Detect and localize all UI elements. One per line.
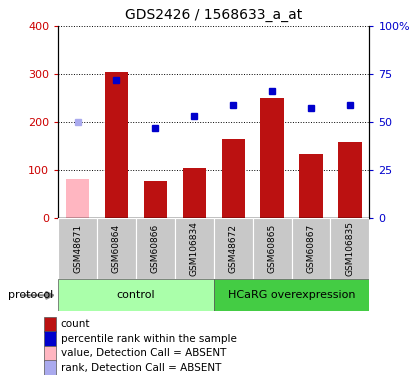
Text: HCaRG overexpression: HCaRG overexpression (228, 290, 355, 300)
Bar (66, 179, 89, 218)
Title: GDS2426 / 1568633_a_at: GDS2426 / 1568633_a_at (125, 9, 303, 22)
Bar (214, 279, 369, 311)
Text: GSM48671: GSM48671 (73, 224, 82, 273)
Text: GSM48672: GSM48672 (229, 224, 238, 273)
Bar (291, 217, 330, 279)
Bar (299, 154, 323, 218)
Text: GSM106834: GSM106834 (190, 221, 199, 276)
Bar (222, 139, 245, 218)
Text: GSM106835: GSM106835 (345, 221, 354, 276)
Text: protocol: protocol (8, 290, 54, 300)
Bar (58, 217, 97, 279)
Bar (214, 217, 253, 279)
Text: GSM60864: GSM60864 (112, 224, 121, 273)
Bar (330, 217, 369, 279)
Text: percentile rank within the sample: percentile rank within the sample (61, 334, 237, 344)
Bar (58, 279, 214, 311)
Text: GSM60867: GSM60867 (307, 224, 315, 273)
Bar (183, 168, 206, 217)
Text: value, Detection Call = ABSENT: value, Detection Call = ABSENT (61, 348, 226, 358)
Text: count: count (61, 319, 90, 329)
Bar (44, 360, 56, 375)
Text: rank, Detection Call = ABSENT: rank, Detection Call = ABSENT (61, 363, 221, 373)
Text: GSM60866: GSM60866 (151, 224, 160, 273)
Bar (338, 142, 361, 218)
Bar (44, 346, 56, 361)
Bar (175, 217, 214, 279)
Bar (144, 181, 167, 218)
Bar (253, 217, 292, 279)
Bar (97, 217, 136, 279)
Bar (136, 217, 175, 279)
Text: GSM60865: GSM60865 (268, 224, 276, 273)
Text: control: control (117, 290, 155, 300)
Bar (44, 331, 56, 346)
Bar (105, 72, 128, 217)
Bar (44, 316, 56, 332)
Bar (261, 98, 284, 218)
